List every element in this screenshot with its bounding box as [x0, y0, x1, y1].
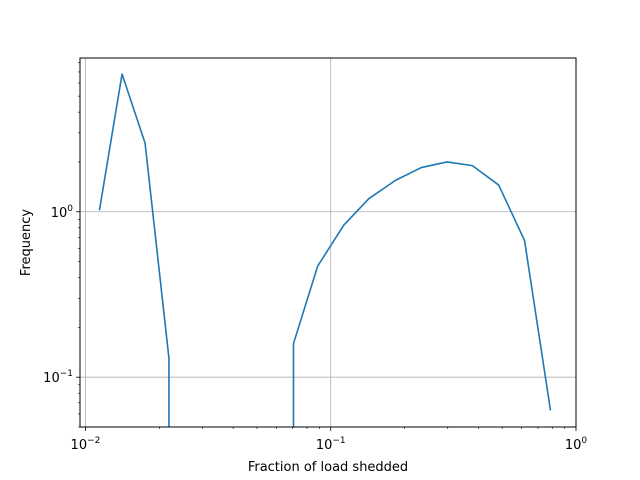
series-line — [98, 73, 170, 427]
plot-frame — [79, 57, 577, 428]
grid-lines — [80, 58, 577, 427]
y-tick-label: 10−1 — [43, 369, 73, 386]
series-line — [292, 161, 552, 427]
y-tick-label: 100 — [51, 204, 74, 221]
x-axis-label: Fraction of load shedded — [248, 460, 408, 475]
x-tick-label: 100 — [565, 436, 588, 453]
series-layer — [98, 73, 552, 427]
y-axis-label: Frequency — [19, 209, 34, 276]
axis-ticks: 10−2 10−1 100 10−1 100 — [43, 62, 587, 453]
x-tick-label: 10−1 — [316, 436, 346, 453]
x-tick-label: 10−2 — [71, 436, 101, 453]
